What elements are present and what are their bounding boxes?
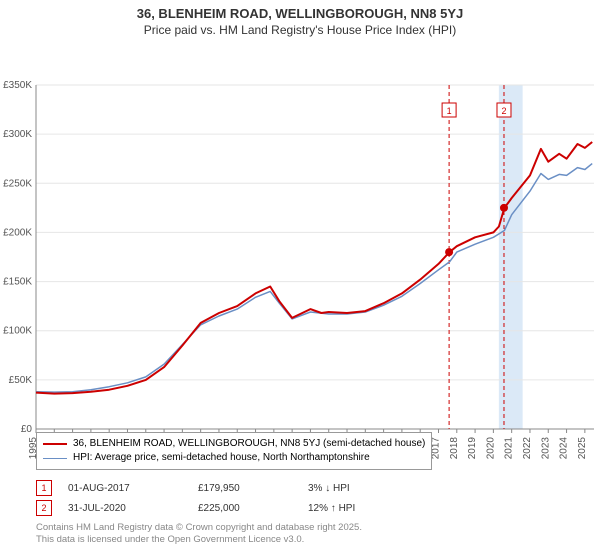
svg-text:2: 2 [501, 106, 506, 116]
line-chart: £0£50K£100K£150K£200K£250K£300K£350K1995… [0, 41, 600, 471]
svg-text:£350K: £350K [3, 80, 32, 91]
event-price: £179,950 [198, 483, 288, 494]
event-delta: 3% ↓ HPI [308, 483, 398, 494]
legend-swatch-icon [43, 458, 67, 459]
footer-line: Contains HM Land Registry data © Crown c… [36, 522, 362, 534]
legend-label: HPI: Average price, semi-detached house,… [73, 451, 370, 465]
svg-text:£250K: £250K [3, 178, 32, 189]
event-price: £225,000 [198, 503, 288, 514]
event-row: 1 01-AUG-2017 £179,950 3% ↓ HPI [36, 478, 398, 498]
chart-container: 36, BLENHEIM ROAD, WELLINGBOROUGH, NN8 5… [0, 0, 600, 560]
svg-text:2022: 2022 [522, 437, 533, 460]
chart-subtitle: Price paid vs. HM Land Registry's House … [0, 21, 600, 41]
svg-text:1: 1 [447, 106, 452, 116]
svg-text:£100K: £100K [3, 326, 32, 337]
event-date: 31-JUL-2020 [68, 503, 178, 514]
svg-text:£150K: £150K [3, 277, 32, 288]
event-date: 01-AUG-2017 [68, 483, 178, 494]
legend-row-hpi: HPI: Average price, semi-detached house,… [43, 451, 425, 465]
legend: 36, BLENHEIM ROAD, WELLINGBOROUGH, NN8 5… [36, 432, 432, 470]
event-delta: 12% ↑ HPI [308, 503, 398, 514]
chart-title: 36, BLENHEIM ROAD, WELLINGBOROUGH, NN8 5… [0, 0, 600, 21]
svg-text:2023: 2023 [540, 437, 551, 460]
svg-text:2025: 2025 [577, 437, 588, 460]
event-marker-icon: 1 [36, 480, 52, 496]
svg-text:2020: 2020 [485, 437, 496, 460]
svg-text:2018: 2018 [449, 437, 460, 460]
svg-text:2021: 2021 [504, 437, 515, 460]
event-row: 2 31-JUL-2020 £225,000 12% ↑ HPI [36, 498, 398, 518]
svg-text:£200K: £200K [3, 227, 32, 238]
legend-swatch-icon [43, 443, 67, 445]
svg-text:2024: 2024 [559, 437, 570, 460]
attribution-footer: Contains HM Land Registry data © Crown c… [36, 522, 362, 547]
svg-text:£0: £0 [21, 424, 33, 435]
event-marker-icon: 2 [36, 500, 52, 516]
legend-row-price-paid: 36, BLENHEIM ROAD, WELLINGBOROUGH, NN8 5… [43, 437, 425, 451]
svg-text:£300K: £300K [3, 129, 32, 140]
footer-line: This data is licensed under the Open Gov… [36, 534, 362, 546]
event-table: 1 01-AUG-2017 £179,950 3% ↓ HPI 2 31-JUL… [36, 478, 398, 518]
legend-label: 36, BLENHEIM ROAD, WELLINGBOROUGH, NN8 5… [73, 437, 425, 451]
svg-text:2019: 2019 [467, 437, 478, 460]
svg-text:£50K: £50K [9, 375, 33, 386]
